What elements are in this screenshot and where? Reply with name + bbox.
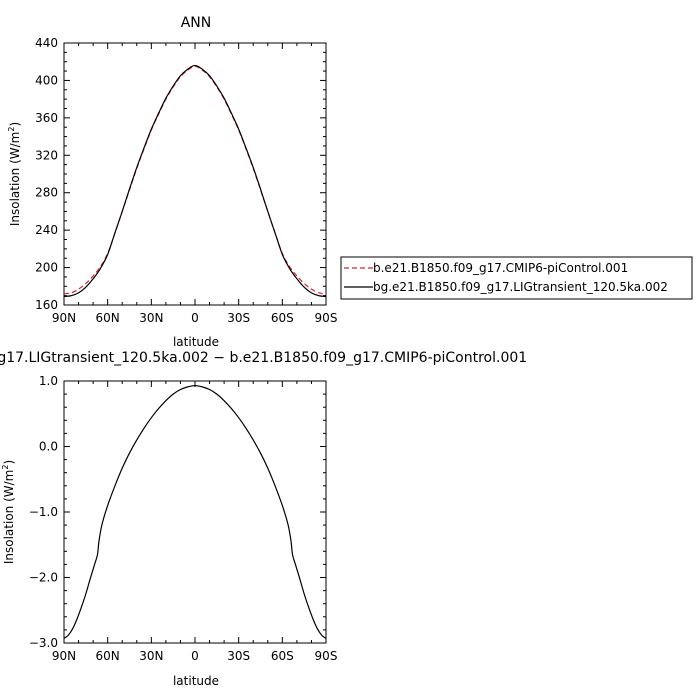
x-axis-label: latitude <box>173 674 219 688</box>
y-axis-label: Insolation (W/m2) <box>1 460 16 564</box>
x-tick-label: 30N <box>139 649 163 663</box>
x-tick-label: 30S <box>227 311 250 325</box>
chart-title: ANN <box>181 15 212 31</box>
x-tick-label: 60S <box>271 649 294 663</box>
y-tick-label: 160 <box>35 298 58 312</box>
y-tick-label: 360 <box>35 111 58 125</box>
plot-area: 90N 60N 30N 0 30S 60S 90S −3.0 −2.0 −1.0 0.0 1.0 <box>29 374 338 663</box>
x-tick-label: 60N <box>96 649 120 663</box>
plot-frame <box>63 380 327 644</box>
series-line-1 <box>63 64 327 298</box>
y-tick-label: 240 <box>35 223 58 237</box>
x-tick-label: 90N <box>52 649 76 663</box>
legend: b.e21.B1850.f09_g17.CMIP6-piControl.001 … <box>340 256 693 300</box>
y-tick-label: 200 <box>35 261 58 275</box>
plot-area: 90N 60N 30N 0 30S 60S 90S 160 200 240 280 320 360 400… <box>35 36 337 325</box>
legend-label-control: b.e21.B1850.f09_g17.CMIP6-piControl.001 <box>373 261 628 275</box>
series-line-0 <box>63 65 327 295</box>
chart-title: bg.e21.B1850.f09_g17.LIGtransient_120.5k… <box>0 350 527 366</box>
x-tick-label: 90S <box>315 311 338 325</box>
legend-label-lig: bg.e21.B1850.f09_g17.LIGtransient_120.5k… <box>373 280 668 294</box>
y-axis-label-tail: ) <box>8 122 22 127</box>
x-axis-label: latitude <box>173 335 219 349</box>
y-tick-label: 400 <box>35 73 58 87</box>
x-tick-label: 90S <box>315 649 338 663</box>
chart-difference: bg.e21.B1850.f09_g17.LIGtransient_120.5k… <box>0 350 527 688</box>
x-tick-label: 30S <box>227 649 250 663</box>
chart-annual: ANN 90N 60N 30N 0 30S 60S 90S 160 200 240 280 320 36… <box>7 15 337 349</box>
y-axis-label-main: Insolation (W/m <box>2 470 16 565</box>
series-line-0 <box>63 384 327 639</box>
y-tick-label: 320 <box>35 148 58 162</box>
y-axis-label-sup: 2 <box>7 127 16 132</box>
x-tick-label: 60S <box>271 311 294 325</box>
y-tick-label: 440 <box>35 36 58 50</box>
x-tick-label: 60N <box>96 311 120 325</box>
y-tick-label: −1.0 <box>29 505 58 519</box>
y-tick-label: −2.0 <box>29 571 58 585</box>
y-axis-label: Insolation (W/m2) <box>7 122 22 226</box>
plot-frame <box>63 42 327 306</box>
y-tick-label: −3.0 <box>29 636 58 650</box>
x-tick-label: 0 <box>191 311 199 325</box>
x-tick-label: 90N <box>52 311 76 325</box>
legend-box <box>340 256 693 300</box>
x-tick-label: 0 <box>191 649 199 663</box>
x-tick-label: 30N <box>139 311 163 325</box>
y-tick-label: 280 <box>35 186 58 200</box>
y-axis-label-tail: ) <box>2 460 16 465</box>
y-tick-label: 0.0 <box>39 440 58 454</box>
y-tick-label: 1.0 <box>39 374 58 388</box>
y-axis-label-sup: 2 <box>1 465 10 470</box>
y-axis-label-main: Insolation (W/m <box>8 132 22 227</box>
